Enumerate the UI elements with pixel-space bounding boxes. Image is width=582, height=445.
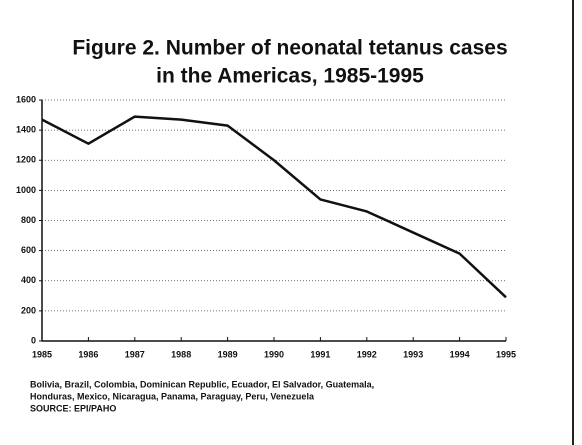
note: Bolivia, Brazil, Colombia, Dominican Rep… bbox=[30, 379, 374, 389]
x-tick-label: 1986 bbox=[78, 349, 98, 359]
x-tick-label: 1990 bbox=[264, 349, 284, 359]
y-tick-label: 200 bbox=[21, 305, 36, 315]
x-tick-label: 1991 bbox=[310, 349, 330, 359]
y-tick-label: 1200 bbox=[16, 155, 36, 165]
y-tick-label: 1000 bbox=[16, 185, 36, 195]
y-tick-label: 800 bbox=[21, 215, 36, 225]
y-tick-label: 0 bbox=[31, 335, 36, 345]
note: SOURCE: EPI/PAHO bbox=[30, 403, 116, 413]
data-line bbox=[41, 115, 507, 299]
x-tick-label: 1992 bbox=[357, 349, 377, 359]
x-tick-label: 1994 bbox=[450, 349, 470, 359]
chart-title: Figure 2. Number of neonatal tetanus cas… bbox=[72, 37, 507, 60]
chart-title: in the Americas, 1985-1995 bbox=[156, 65, 424, 88]
x-tick-label: 1993 bbox=[403, 349, 423, 359]
note: Honduras, Mexico, Nicaragua, Panama, Par… bbox=[30, 391, 315, 401]
y-tick-label: 400 bbox=[21, 275, 36, 285]
x-tick-label: 1989 bbox=[218, 349, 238, 359]
y-tick-label: 1400 bbox=[16, 125, 36, 135]
x-tick-label: 1988 bbox=[171, 349, 191, 359]
x-tick-label: 1987 bbox=[125, 349, 145, 359]
x-tick-label: 1995 bbox=[496, 349, 516, 359]
y-tick-label: 600 bbox=[21, 245, 36, 255]
x-tick-label: 1985 bbox=[32, 349, 52, 359]
y-tick-label: 1600 bbox=[16, 94, 36, 104]
